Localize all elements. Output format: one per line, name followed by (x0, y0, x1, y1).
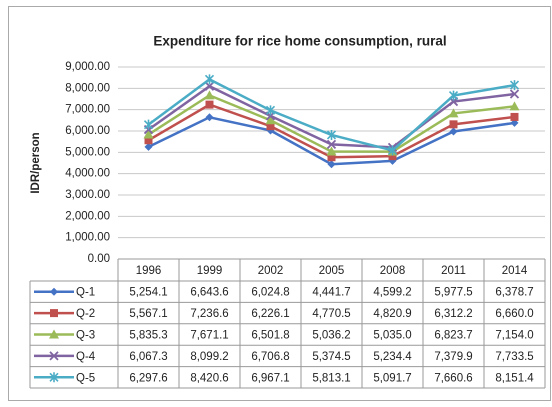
table-value: 6,501.8 (251, 330, 289, 342)
point (144, 136, 153, 145)
table-value: 6,226.1 (251, 308, 289, 320)
table-value: 5,977.5 (434, 287, 472, 299)
x-tick-label: 2005 (319, 265, 345, 277)
table-value: 5,374.5 (312, 351, 350, 363)
point (326, 146, 337, 156)
x-tick-label: 2014 (502, 265, 528, 277)
table-value: 6,024.8 (251, 287, 289, 299)
point (144, 142, 153, 151)
table-value: 8,420.6 (190, 372, 228, 384)
point (205, 100, 214, 109)
y-tick-label: 7,000.00 (65, 104, 110, 116)
legend-label: Q-4 (76, 351, 96, 363)
chart-title: Expenditure for rice home consumption, r… (153, 34, 446, 49)
x-tick-label: 2008 (380, 265, 406, 277)
table-value: 6,967.1 (251, 372, 289, 384)
legend-key-marker (49, 329, 59, 339)
table-value: 6,823.7 (434, 330, 472, 342)
legend-key-marker (49, 351, 59, 361)
table-value: 4,770.5 (312, 308, 350, 320)
y-tick-label: 8,000.00 (65, 82, 110, 94)
point (265, 105, 276, 116)
y-tick-label: 1,000.00 (65, 232, 110, 244)
table-value: 7,671.1 (190, 330, 228, 342)
x-tick-label: 2002 (258, 265, 284, 277)
table-value: 5,254.1 (129, 287, 167, 299)
point (204, 90, 215, 100)
legend-label: Q-2 (76, 308, 95, 320)
table-value: 6,378.7 (495, 287, 533, 299)
point (509, 80, 520, 91)
point (509, 89, 520, 99)
point (510, 112, 519, 121)
point (326, 129, 337, 140)
y-tick-label: 3,000.00 (65, 189, 110, 201)
point (510, 118, 519, 127)
point (205, 113, 214, 122)
table-value: 7,733.5 (495, 351, 533, 363)
table-value: 5,813.1 (312, 372, 350, 384)
point (509, 101, 520, 111)
table-value: 4,441.7 (312, 287, 350, 299)
table-value: 6,067.3 (129, 351, 167, 363)
point (326, 139, 337, 149)
legend-label: Q-1 (76, 287, 95, 299)
point (204, 81, 215, 91)
table-value: 7,154.0 (495, 330, 533, 342)
y-tick-label: 6,000.00 (65, 125, 110, 137)
table-value: 6,312.2 (434, 308, 472, 320)
table-value: 8,151.4 (495, 372, 534, 384)
point (143, 119, 154, 130)
table-value: 5,036.2 (312, 330, 350, 342)
table-value: 6,297.6 (129, 372, 167, 384)
point (327, 160, 336, 169)
legend-key-marker (50, 287, 58, 296)
point (448, 108, 459, 118)
point (387, 145, 398, 156)
point (449, 120, 458, 129)
table-value: 7,379.9 (434, 351, 472, 363)
legend-key-marker (50, 309, 58, 318)
legend-label: Q-3 (76, 330, 95, 342)
point (143, 129, 154, 139)
point (388, 152, 397, 161)
point (327, 153, 336, 162)
point (449, 127, 458, 136)
y-tick-label: 2,000.00 (65, 210, 110, 222)
table-value: 4,820.9 (373, 308, 411, 320)
y-tick-label: 0.00 (88, 253, 110, 265)
table-value: 5,234.4 (373, 351, 412, 363)
y-tick-label: 5,000.00 (65, 146, 110, 158)
table-value: 5,567.1 (129, 308, 167, 320)
x-tick-label: 1999 (197, 265, 223, 277)
point (448, 90, 459, 101)
legend-key-marker (49, 372, 59, 383)
table-value: 6,660.0 (495, 308, 533, 320)
table-value: 5,035.0 (373, 330, 411, 342)
table-value: 6,706.8 (251, 351, 289, 363)
y-axis-label: IDR/person (30, 132, 42, 193)
x-tick-label: 2011 (441, 265, 466, 277)
table-value: 4,599.2 (373, 287, 411, 299)
table-value: 5,091.7 (373, 372, 411, 384)
point (265, 115, 276, 125)
table-value: 6,643.6 (190, 287, 228, 299)
legend-label: Q-5 (76, 372, 95, 384)
x-tick-label: 1996 (136, 265, 162, 277)
table-value: 8,099.2 (190, 351, 228, 363)
table-value: 7,236.6 (190, 308, 228, 320)
y-tick-label: 4,000.00 (65, 168, 110, 180)
point (266, 122, 275, 131)
table-value: 7,660.6 (434, 372, 472, 384)
table-value: 5,835.3 (129, 330, 167, 342)
y-tick-label: 9,000.00 (65, 61, 110, 73)
chart-frame (8, 6, 551, 401)
point (204, 74, 215, 85)
